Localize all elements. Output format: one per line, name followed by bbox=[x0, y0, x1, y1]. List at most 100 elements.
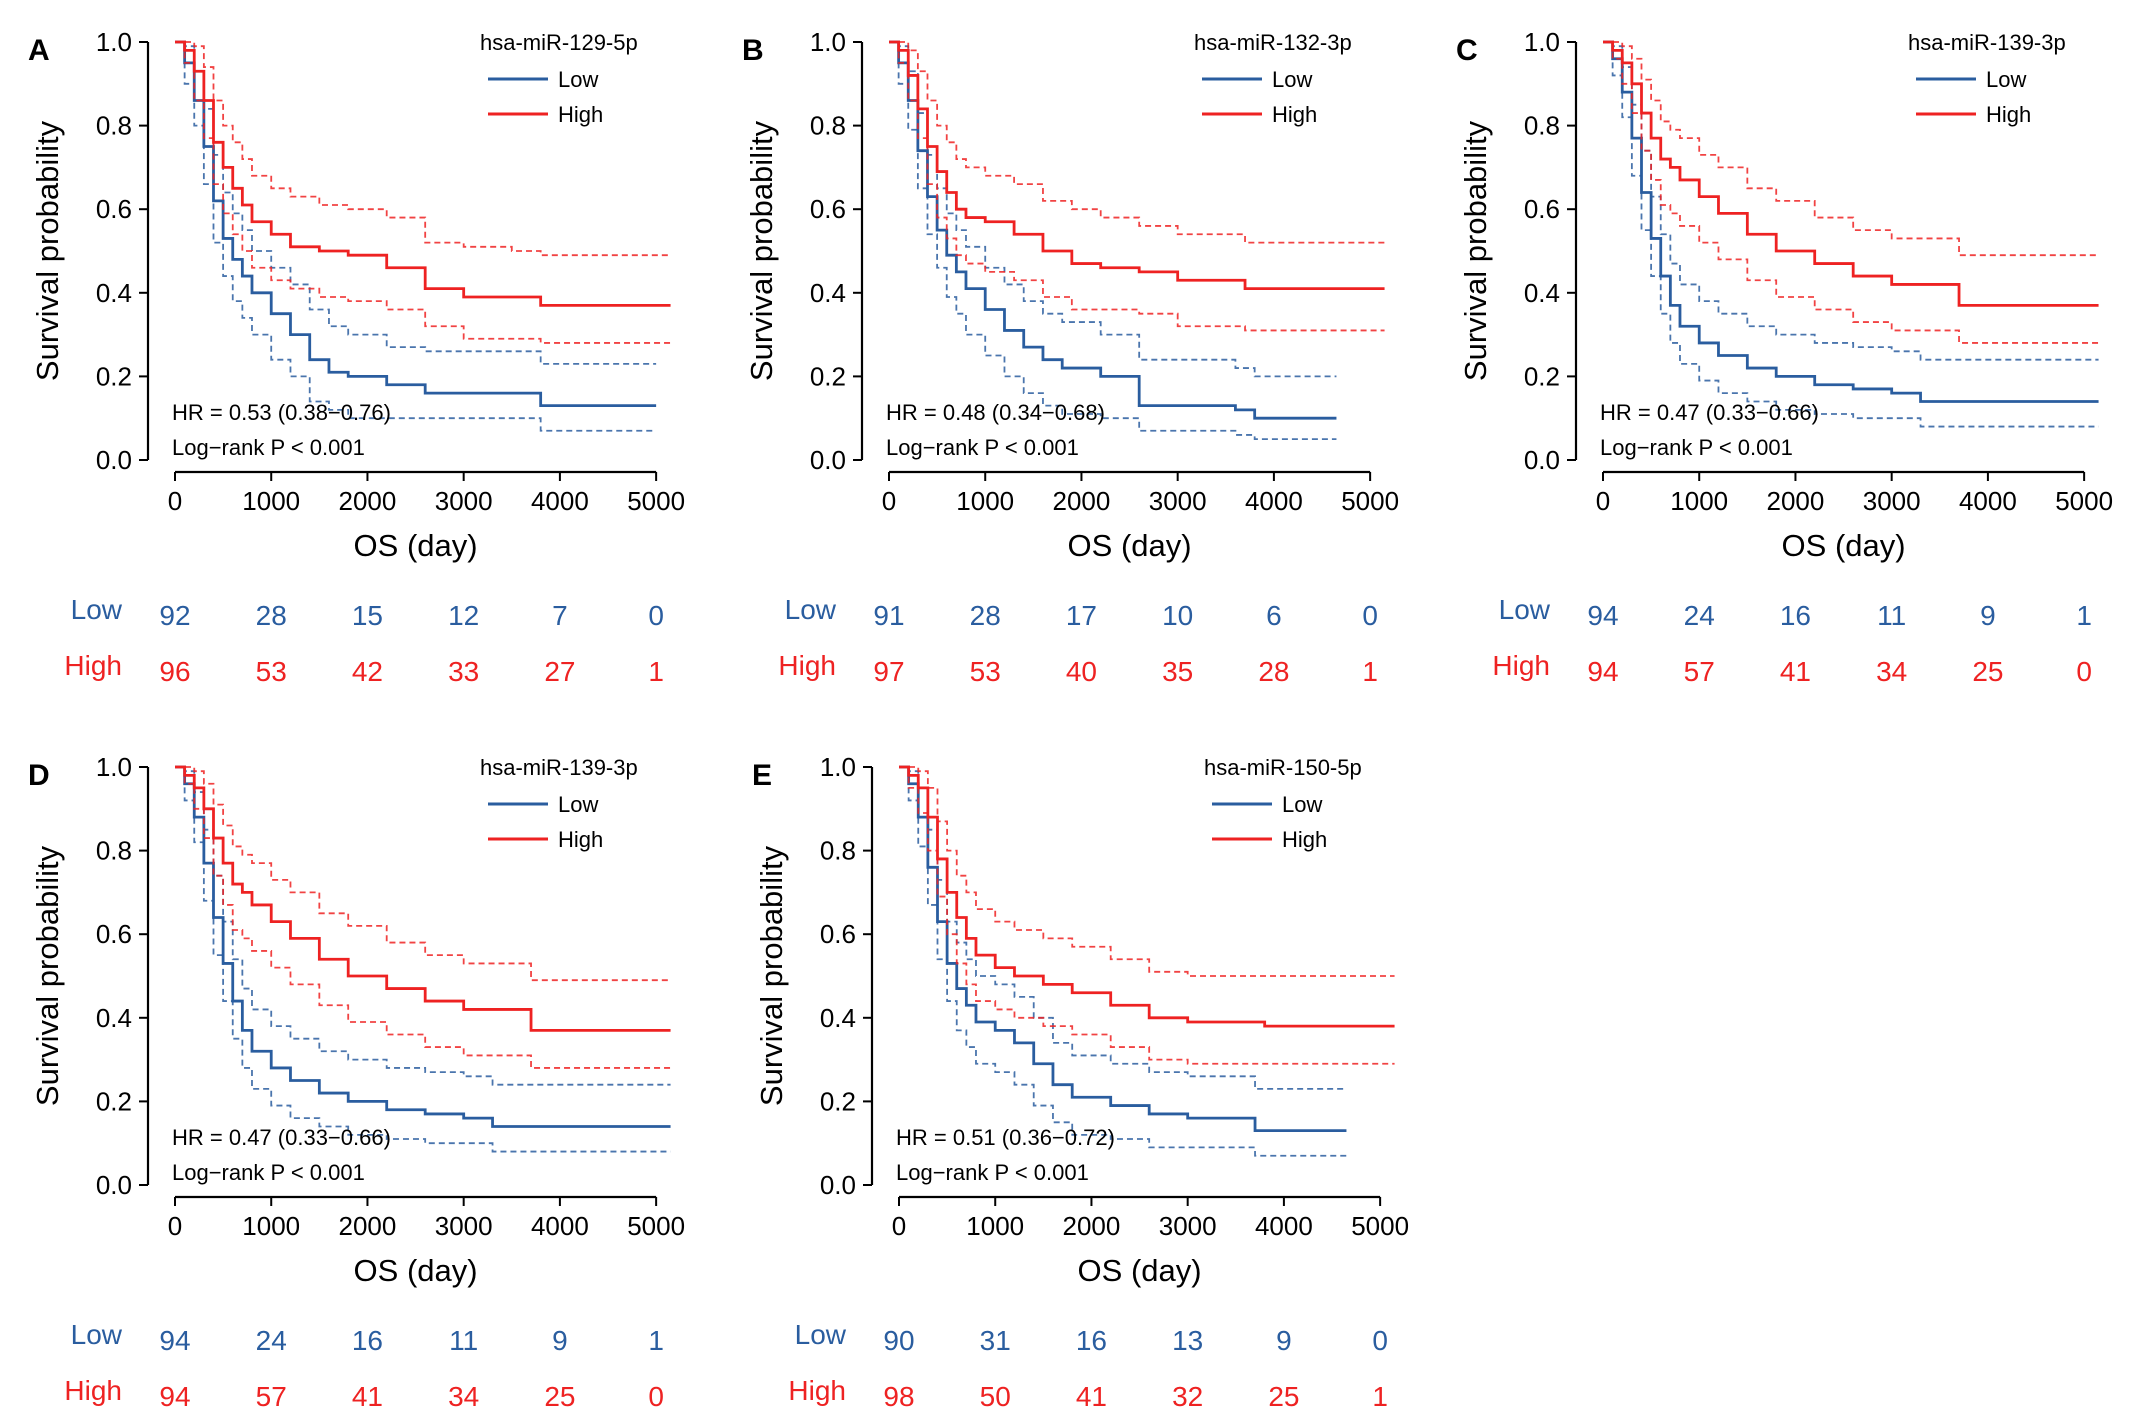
risk-count-low: 6 bbox=[1266, 600, 1282, 631]
risk-count-high: 94 bbox=[1587, 656, 1618, 687]
x-tick-label: 2000 bbox=[339, 1211, 397, 1241]
x-tick-label: 3000 bbox=[435, 486, 493, 516]
risk-row-label-low: Low bbox=[785, 594, 837, 625]
risk-count-low: 7 bbox=[552, 600, 568, 631]
survival-curve-low bbox=[1603, 40, 2099, 403]
panel-label: D bbox=[28, 759, 50, 792]
y-tick-label: 0.2 bbox=[96, 361, 132, 391]
legend-label-low: Low bbox=[1986, 67, 2026, 92]
y-tick-label: 0.4 bbox=[96, 278, 132, 308]
x-tick-label: 3000 bbox=[435, 1211, 493, 1241]
risk-count-low: 0 bbox=[648, 600, 664, 631]
risk-row-label-low: Low bbox=[1499, 594, 1551, 625]
x-tick-label: 1000 bbox=[966, 1211, 1024, 1241]
survival-curve-high bbox=[175, 765, 671, 1032]
risk-count-low: 28 bbox=[970, 600, 1001, 631]
legend-label-low: Low bbox=[558, 792, 598, 817]
y-tick-label: 0.0 bbox=[1524, 445, 1560, 475]
risk-row-label-high: High bbox=[778, 650, 836, 681]
y-tick-label: 0.8 bbox=[96, 111, 132, 141]
risk-count-high: 41 bbox=[352, 1381, 383, 1412]
risk-count-high: 25 bbox=[1972, 656, 2003, 687]
panel-d: D 0.0 0.2 0.4 0.6 0.8 1.0 0 1000 2000 3000 4000 5000… bbox=[28, 752, 685, 1412]
y-tick-label: 0.8 bbox=[810, 111, 846, 141]
y-tick-label: 0.4 bbox=[810, 278, 846, 308]
x-tick-label: 4000 bbox=[1245, 486, 1303, 516]
ci-lower-low bbox=[899, 766, 1347, 1157]
x-axis-label: OS (day) bbox=[354, 1253, 478, 1288]
risk-count-high: 35 bbox=[1162, 656, 1193, 687]
risk-count-high: 1 bbox=[1362, 656, 1378, 687]
risk-count-high: 34 bbox=[1876, 656, 1907, 687]
x-axis-label: OS (day) bbox=[1782, 528, 1906, 563]
y-tick-label: 1.0 bbox=[820, 752, 856, 782]
survival-curve-low bbox=[889, 40, 1337, 420]
risk-count-high: 40 bbox=[1066, 656, 1097, 687]
ci-upper-high bbox=[175, 41, 671, 257]
x-tick-label: 4000 bbox=[531, 1211, 589, 1241]
x-tick-label: 1000 bbox=[242, 486, 300, 516]
risk-count-low: 28 bbox=[256, 600, 287, 631]
x-tick-label: 1000 bbox=[1670, 486, 1728, 516]
legend-label-low: Low bbox=[1282, 792, 1322, 817]
ci-upper-low bbox=[889, 41, 1337, 378]
risk-count-high: 0 bbox=[648, 1381, 664, 1412]
x-tick-label: 0 bbox=[168, 486, 182, 516]
x-tick-label: 4000 bbox=[531, 486, 589, 516]
x-axis-label: OS (day) bbox=[354, 528, 478, 563]
risk-row-label-low: Low bbox=[71, 594, 123, 625]
risk-row-label-low: Low bbox=[795, 1319, 847, 1350]
y-tick-label: 0.2 bbox=[820, 1086, 856, 1116]
ci-lower-high bbox=[1603, 41, 2099, 344]
panel-label: A bbox=[28, 34, 50, 67]
y-axis-label: Survival probability bbox=[30, 845, 65, 1106]
y-tick-label: 0.4 bbox=[820, 1003, 856, 1033]
risk-count-low: 12 bbox=[448, 600, 479, 631]
legend-label-low: Low bbox=[558, 67, 598, 92]
risk-count-low: 24 bbox=[256, 1325, 287, 1356]
legend-title: hsa-miR-129-5p bbox=[480, 30, 638, 55]
risk-count-low: 17 bbox=[1066, 600, 1097, 631]
risk-count-low: 24 bbox=[1684, 600, 1715, 631]
hazard-ratio-text: HR = 0.48 (0.34−0.68) bbox=[886, 400, 1105, 425]
x-tick-label: 0 bbox=[882, 486, 896, 516]
risk-count-high: 53 bbox=[970, 656, 1001, 687]
legend-label-high: High bbox=[1272, 102, 1317, 127]
hazard-ratio-text: HR = 0.51 (0.36−0.72) bbox=[896, 1125, 1115, 1150]
y-tick-label: 0.6 bbox=[810, 194, 846, 224]
legend-title: hsa-miR-150-5p bbox=[1204, 755, 1362, 780]
logrank-p-text: Log−rank P < 0.001 bbox=[896, 1160, 1089, 1185]
x-tick-label: 5000 bbox=[627, 486, 685, 516]
ci-upper-high bbox=[899, 766, 1395, 977]
y-tick-label: 0.6 bbox=[1524, 194, 1560, 224]
risk-count-low: 92 bbox=[159, 600, 190, 631]
y-axis-label: Survival probability bbox=[30, 120, 65, 381]
y-tick-label: 0.2 bbox=[810, 361, 846, 391]
risk-row-label-high: High bbox=[64, 1375, 122, 1406]
risk-count-high: 57 bbox=[256, 1381, 287, 1412]
risk-count-low: 13 bbox=[1172, 1325, 1203, 1356]
risk-count-low: 31 bbox=[980, 1325, 1011, 1356]
y-tick-label: 0.6 bbox=[96, 194, 132, 224]
risk-count-high: 98 bbox=[883, 1381, 914, 1412]
risk-count-low: 1 bbox=[2076, 600, 2092, 631]
risk-count-low: 16 bbox=[1780, 600, 1811, 631]
risk-count-low: 9 bbox=[1276, 1325, 1292, 1356]
x-tick-label: 2000 bbox=[1053, 486, 1111, 516]
risk-row-label-low: Low bbox=[71, 1319, 123, 1350]
risk-count-low: 15 bbox=[352, 600, 383, 631]
y-tick-label: 0.0 bbox=[96, 1170, 132, 1200]
risk-count-low: 94 bbox=[159, 1325, 190, 1356]
risk-count-high: 1 bbox=[648, 656, 664, 687]
risk-count-high: 94 bbox=[159, 1381, 190, 1412]
risk-count-low: 9 bbox=[552, 1325, 568, 1356]
legend-label-high: High bbox=[558, 827, 603, 852]
legend-title: hsa-miR-132-3p bbox=[1194, 30, 1352, 55]
ci-lower-high bbox=[899, 766, 1395, 1065]
ci-lower-low bbox=[175, 766, 671, 1153]
risk-count-low: 91 bbox=[873, 600, 904, 631]
panel-e: E 0.0 0.2 0.4 0.6 0.8 1.0 0 1000 2000 3000 4000 5000… bbox=[752, 752, 1409, 1412]
x-tick-label: 4000 bbox=[1255, 1211, 1313, 1241]
ci-upper-high bbox=[1603, 41, 2099, 257]
